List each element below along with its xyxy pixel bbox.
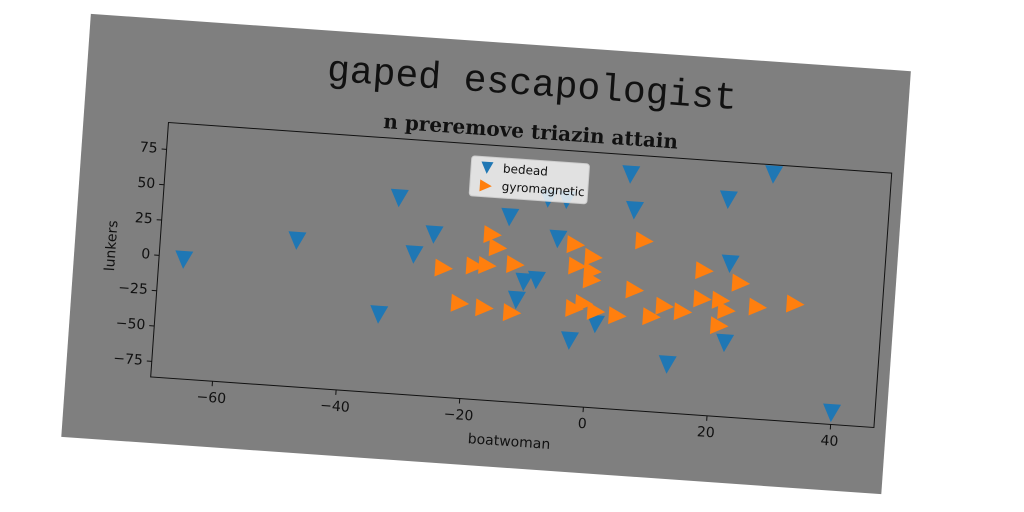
- point: [693, 289, 712, 308]
- point: [370, 305, 389, 324]
- point: [175, 250, 194, 269]
- point: [549, 229, 568, 249]
- point: [625, 280, 645, 299]
- y-tick-label: −50: [115, 315, 146, 333]
- point: [478, 255, 497, 274]
- point: [475, 298, 494, 317]
- point: [635, 231, 654, 250]
- point: [584, 247, 603, 266]
- x-axis-label: boatwoman: [467, 431, 551, 453]
- point: [823, 403, 842, 423]
- point: [716, 333, 735, 353]
- point: [719, 190, 738, 209]
- point: [405, 245, 424, 264]
- chart-panel: gaped escapologist n preremove triazin a…: [61, 13, 911, 495]
- point: [568, 256, 587, 275]
- point: [465, 256, 485, 275]
- point: [695, 261, 714, 280]
- point: [658, 355, 677, 374]
- x-tick-label: 20: [696, 424, 715, 441]
- point: [608, 306, 627, 325]
- x-tick-label: 0: [577, 416, 587, 433]
- point: [574, 293, 594, 312]
- legend-label: gyromagnetic: [501, 179, 585, 199]
- point: [390, 188, 409, 208]
- y-tick-label: 0: [141, 246, 151, 263]
- point: [515, 272, 534, 292]
- point: [488, 238, 508, 257]
- y-tick-label: 25: [134, 210, 153, 227]
- point: [785, 294, 805, 313]
- point: [502, 303, 522, 322]
- point: [565, 298, 584, 317]
- legend-box: [468, 155, 590, 205]
- y-tick-label: 75: [139, 140, 158, 157]
- y-tick-label: 50: [137, 175, 156, 192]
- point: [527, 270, 546, 290]
- point: [586, 301, 606, 320]
- point: [507, 290, 526, 310]
- point: [673, 302, 693, 321]
- point: [748, 297, 768, 316]
- panel-background: [61, 13, 911, 495]
- point: [587, 314, 606, 334]
- point: [561, 331, 579, 350]
- point: [626, 200, 645, 220]
- x-tick-label: −20: [443, 406, 474, 424]
- point: [501, 207, 520, 227]
- point: [655, 296, 674, 315]
- y-tick-label: −25: [118, 280, 149, 298]
- x-tick-label: −60: [196, 389, 227, 407]
- point: [483, 225, 502, 244]
- point: [434, 258, 453, 277]
- y-tick-label: −75: [113, 351, 144, 369]
- legend-marker: [481, 161, 494, 174]
- legend-label: bedead: [503, 161, 549, 178]
- point: [765, 165, 784, 184]
- point: [711, 290, 731, 309]
- point: [425, 225, 444, 244]
- legend-marker: [479, 179, 492, 192]
- point: [642, 307, 661, 326]
- point: [288, 231, 307, 250]
- point: [721, 254, 740, 274]
- point: [582, 270, 602, 289]
- point: [450, 293, 470, 312]
- point: [506, 255, 525, 274]
- x-tick-label: −40: [320, 398, 351, 416]
- point: [717, 301, 736, 320]
- point: [622, 165, 641, 184]
- point: [566, 235, 586, 254]
- point: [731, 273, 751, 292]
- plot-frame: [150, 121, 893, 429]
- x-tick-label: 40: [820, 433, 839, 450]
- y-axis-label: lunkers: [102, 220, 122, 272]
- point: [709, 316, 729, 335]
